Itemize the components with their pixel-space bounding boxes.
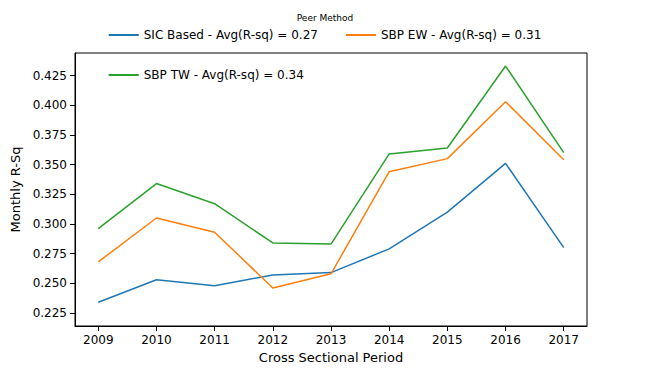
svg-text:0.325: 0.325 [33, 187, 67, 201]
svg-text:2017: 2017 [548, 333, 579, 347]
svg-text:Monthly R-Sq: Monthly R-Sq [8, 147, 23, 233]
svg-text:2015: 2015 [432, 333, 463, 347]
svg-text:0.425: 0.425 [33, 69, 67, 83]
svg-text:2009: 2009 [83, 333, 114, 347]
svg-text:SIC Based - Avg(R-sq) = 0.27: SIC Based - Avg(R-sq) = 0.27 [144, 28, 318, 42]
svg-text:Cross Sectional Period: Cross Sectional Period [259, 350, 403, 365]
svg-text:SBP TW - Avg(R-sq) = 0.34: SBP TW - Avg(R-sq) = 0.34 [144, 68, 304, 82]
svg-text:2014: 2014 [374, 333, 405, 347]
svg-text:2013: 2013 [316, 333, 347, 347]
svg-text:Peer Method: Peer Method [297, 13, 354, 23]
svg-text:0.300: 0.300 [33, 217, 67, 231]
svg-text:2011: 2011 [199, 333, 230, 347]
svg-text:SBP EW - Avg(R-sq) = 0.31: SBP EW - Avg(R-sq) = 0.31 [381, 28, 541, 42]
svg-text:0.275: 0.275 [33, 247, 67, 261]
svg-text:0.250: 0.250 [33, 276, 67, 290]
svg-text:0.375: 0.375 [33, 128, 67, 142]
svg-text:2016: 2016 [490, 333, 521, 347]
svg-text:0.400: 0.400 [33, 98, 67, 112]
svg-text:0.225: 0.225 [33, 306, 67, 320]
svg-text:2012: 2012 [258, 333, 289, 347]
svg-text:2010: 2010 [141, 333, 172, 347]
svg-text:0.350: 0.350 [33, 158, 67, 172]
